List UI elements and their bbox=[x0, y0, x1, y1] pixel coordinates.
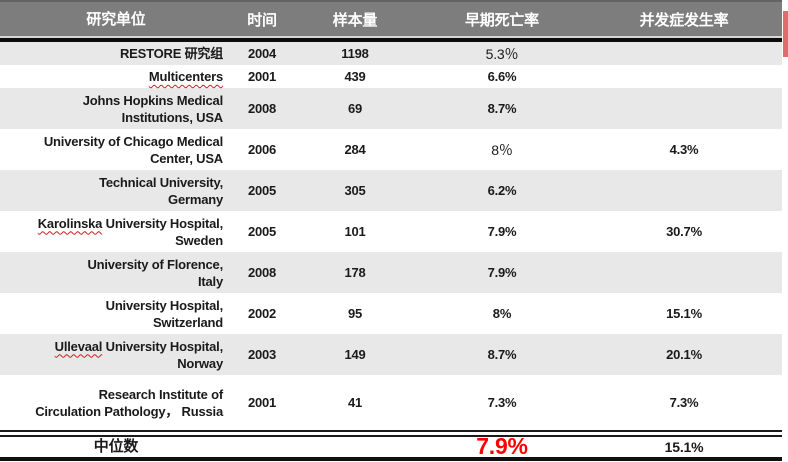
median-separator-top-line bbox=[0, 430, 782, 432]
column-header-sample-size: 样本量 bbox=[332, 11, 378, 29]
research-unit-cell: Karolinska University Hospital, Sweden bbox=[37, 215, 223, 248]
mortality-cell: 8% bbox=[492, 306, 512, 321]
column-header-year: 时间 bbox=[247, 11, 277, 29]
research-unit-cell: University Hospital, Switzerland bbox=[105, 297, 224, 330]
table-rows: RESTORE 研究组 2004 1198 5.3％ Multicenters 2001 4… bbox=[0, 42, 782, 430]
table-row: Karolinska University Hospital, Sweden 200… bbox=[0, 211, 782, 252]
mortality-cell: 7.3% bbox=[487, 395, 517, 410]
median-separator-bottom-line bbox=[0, 435, 782, 437]
sample-size-cell: 305 bbox=[344, 183, 366, 198]
mortality-cell: 6.6% bbox=[487, 69, 517, 84]
year-cell: 2001 bbox=[247, 69, 277, 84]
year-cell: 2004 bbox=[247, 46, 277, 61]
year-cell: 2008 bbox=[247, 265, 277, 280]
table-row: Ullevaal University Hospital, Norway 2003 1… bbox=[0, 334, 782, 375]
sample-size-cell: 178 bbox=[344, 265, 366, 280]
year-cell: 2006 bbox=[247, 142, 277, 157]
table-row: Technical University, Germany 2005 305 6.2% bbox=[0, 170, 782, 211]
mortality-cell: 5.3％ bbox=[485, 45, 519, 62]
complication-cell: 4.3% bbox=[669, 142, 699, 157]
mortality-cell: 8.7% bbox=[487, 347, 517, 362]
table-row: Multicenters 2001 439 6.6% bbox=[0, 65, 782, 88]
year-cell: 2002 bbox=[247, 306, 277, 321]
table-row: University of Chicago Medical Center, USA… bbox=[0, 129, 782, 170]
complication-cell: 15.1% bbox=[666, 306, 702, 321]
research-unit-cell: RESTORE 研究组 bbox=[119, 46, 223, 61]
sample-size-cell: 149 bbox=[344, 347, 366, 362]
mortality-cell: 7.9% bbox=[487, 224, 517, 239]
research-unit-cell: Ullevaal University Hospital, Norway bbox=[54, 338, 224, 371]
year-cell: 2008 bbox=[247, 101, 277, 116]
table-row: RESTORE 研究组 2004 1198 5.3％ bbox=[0, 42, 782, 65]
table-row: University Hospital, Switzerland 2002 95 8% 1… bbox=[0, 293, 782, 334]
mortality-cell: 8.7% bbox=[487, 101, 517, 116]
mortality-cell: 6.2% bbox=[487, 183, 517, 198]
bottom-border-line bbox=[0, 457, 782, 461]
research-unit-cell: Multicenters bbox=[148, 69, 223, 84]
table-row: University of Florence, Italy 2008 178 7.9% bbox=[0, 252, 782, 293]
sample-size-cell: 1198 bbox=[341, 46, 369, 61]
year-cell: 2005 bbox=[247, 183, 277, 198]
year-cell: 2001 bbox=[247, 395, 277, 410]
sample-size-cell: 41 bbox=[347, 395, 363, 410]
complication-cell: 20.1% bbox=[666, 347, 702, 362]
column-header-complication-rate: 并发症发生率 bbox=[639, 11, 729, 29]
sample-size-cell: 95 bbox=[347, 306, 363, 321]
sample-size-cell: 69 bbox=[347, 101, 363, 116]
table-header-row: 研究单位 时间 样本量 早期死亡率 并发症发生率 bbox=[0, 0, 782, 36]
year-cell: 2005 bbox=[247, 224, 277, 239]
header-separator-dark bbox=[0, 38, 782, 42]
sample-size-cell: 439 bbox=[344, 69, 366, 84]
mortality-cell: 7.9% bbox=[487, 265, 517, 280]
median-complication-value: 15.1% bbox=[664, 438, 704, 455]
edge-red-marker bbox=[783, 11, 788, 57]
table-row: Research Institute of Circulation Patholo… bbox=[0, 375, 782, 430]
research-unit-cell: Research Institute of Circulation Patholo… bbox=[35, 386, 223, 419]
year-cell: 2003 bbox=[247, 347, 277, 362]
median-separator-gap bbox=[0, 432, 782, 435]
complication-cell: 7.3% bbox=[669, 395, 699, 410]
median-row: 中位数 7.9% 15.1% bbox=[0, 433, 782, 459]
research-unit-cell: Technical University, Germany bbox=[99, 174, 223, 207]
median-label: 中位数 bbox=[93, 438, 139, 455]
bottom-border-gap bbox=[0, 456, 782, 457]
research-unit-cell: University of Chicago Medical Center, USA bbox=[43, 133, 223, 166]
research-unit-cell: University of Florence, Italy bbox=[87, 256, 223, 289]
research-unit-cell: Johns Hopkins Medical Institutions, USA bbox=[82, 92, 223, 125]
complication-cell: 30.7% bbox=[666, 224, 702, 239]
table-row: Johns Hopkins Medical Institutions, USA 20… bbox=[0, 88, 782, 129]
sample-size-cell: 284 bbox=[344, 142, 366, 157]
header-separator-light bbox=[0, 36, 782, 38]
mortality-cell: 8％ bbox=[491, 141, 513, 158]
column-header-research-unit: 研究单位 bbox=[86, 10, 146, 28]
median-mortality-value: 7.9% bbox=[476, 433, 528, 459]
sample-size-cell: 101 bbox=[344, 224, 366, 239]
column-header-early-mortality: 早期死亡率 bbox=[464, 11, 539, 29]
